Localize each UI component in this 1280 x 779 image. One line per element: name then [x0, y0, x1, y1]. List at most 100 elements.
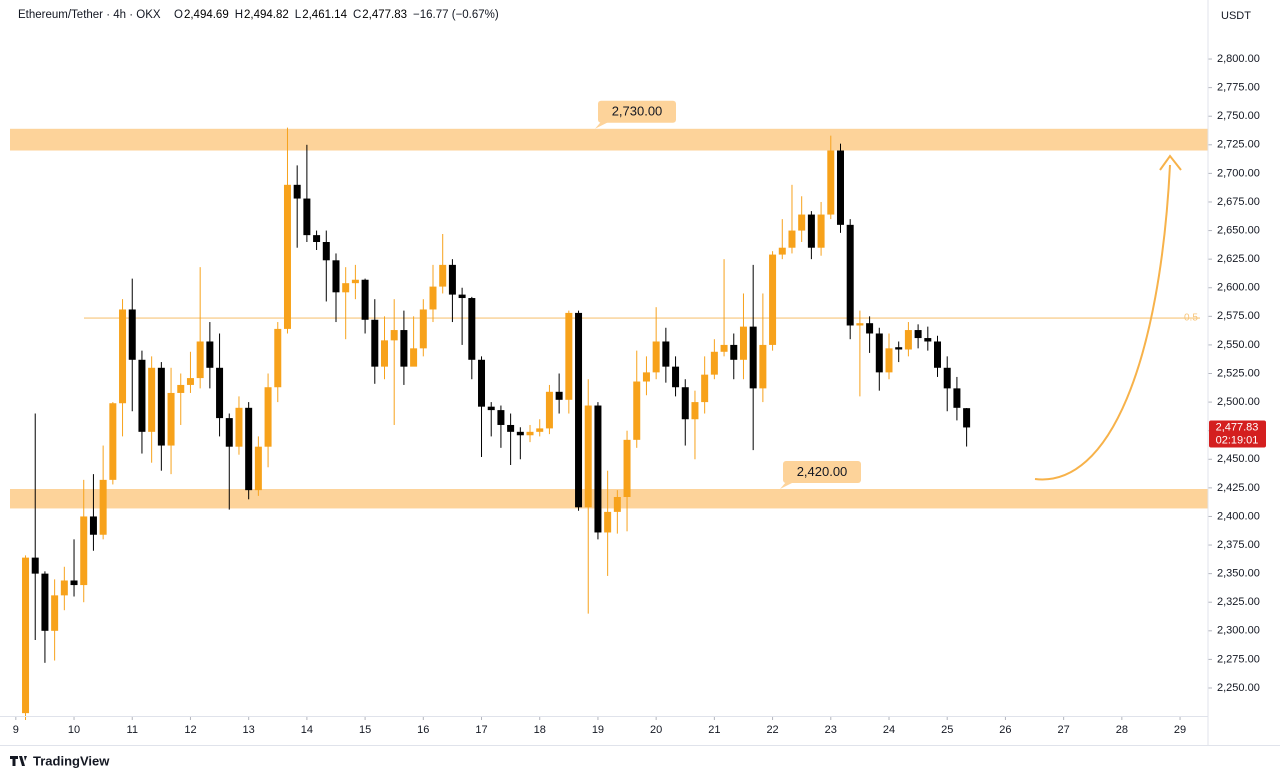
mark-layer — [22, 127, 971, 721]
candle-body — [730, 344, 738, 360]
y-tick-label: 2,425.00 — [1217, 482, 1260, 494]
candle-body — [89, 516, 97, 535]
candle-body — [186, 378, 194, 385]
candle-body — [313, 235, 321, 243]
label-layer: 2,250.00 2,275.00 2,300.00 2,325.00 2,350.00… — [13, 53, 1266, 736]
candle-body — [662, 341, 670, 367]
candle-body — [410, 348, 418, 367]
candle-body — [119, 309, 127, 404]
x-tick-label: 29 — [1174, 724, 1186, 736]
candle-body — [400, 330, 408, 367]
x-tick-label: 10 — [68, 724, 80, 736]
candle-body — [60, 580, 68, 596]
candle-body — [720, 344, 728, 352]
y-tick-label: 2,375.00 — [1217, 539, 1260, 551]
candle-body — [342, 283, 350, 293]
candle-body — [769, 254, 777, 345]
candle-body — [934, 341, 942, 368]
candle-body — [439, 264, 447, 287]
candle-body — [652, 341, 660, 373]
background-layer — [10, 128, 1208, 509]
brand: TradingView — [33, 753, 110, 768]
candle-body — [827, 150, 835, 215]
ohlc-key: C — [353, 9, 361, 21]
candle-body — [633, 381, 641, 440]
y-tick-label: 2,800.00 — [1217, 53, 1260, 65]
candle-body — [274, 328, 282, 388]
logo-mark — [10, 756, 27, 766]
x-tick-label: 20 — [650, 724, 662, 736]
x-tick-label: 24 — [883, 724, 895, 736]
candle-body — [798, 214, 806, 231]
x-tick-label: 22 — [766, 724, 778, 736]
candle-body — [817, 214, 825, 248]
candle-body — [245, 407, 253, 491]
x-tick-label: 9 — [13, 724, 19, 736]
x-tick-label: 16 — [417, 724, 429, 736]
candle-body — [206, 341, 214, 368]
candle-body — [293, 184, 301, 199]
y-tick-label: 2,675.00 — [1217, 196, 1260, 208]
candle-body — [691, 402, 699, 420]
x-tick-label: 14 — [301, 724, 313, 736]
candle-body — [487, 406, 495, 411]
candle-body — [701, 374, 709, 403]
candle-body — [739, 326, 747, 360]
x-tick-label: 13 — [243, 724, 255, 736]
y-tick-label: 2,625.00 — [1217, 253, 1260, 265]
candle-body — [681, 387, 689, 420]
price-tag — [1209, 420, 1266, 448]
candle-body — [80, 516, 88, 586]
y-tick-label: 2,700.00 — [1217, 167, 1260, 179]
zone-callout — [783, 461, 861, 484]
brand-logo: TradingView — [10, 753, 110, 768]
candle-body — [575, 312, 583, 508]
candle-body — [225, 418, 233, 447]
y-tick-label: 2,550.00 — [1217, 339, 1260, 351]
candle-body — [41, 573, 49, 631]
y-tick-label: 2,575.00 — [1217, 310, 1260, 322]
candle-body — [254, 446, 262, 491]
candle-body — [545, 391, 553, 429]
ohlc-value: 2,461.14 — [302, 9, 347, 21]
y-tick-label: 2,275.00 — [1217, 653, 1260, 665]
candle-body — [526, 431, 534, 436]
candle-body — [419, 309, 427, 349]
ohlc-value: 2,477.83 — [362, 9, 407, 21]
candle-body — [51, 595, 59, 631]
candle-body — [468, 298, 476, 360]
y-tick-label: 2,750.00 — [1217, 110, 1260, 122]
candle-body — [128, 309, 136, 360]
zone-label: 2,420.00 — [797, 464, 848, 479]
ohlc-value: 2,494.69 — [184, 9, 229, 21]
candle-body — [613, 497, 621, 512]
candle-body — [953, 388, 961, 408]
candle-body — [361, 279, 369, 320]
candle-body — [458, 294, 466, 299]
zone-callout-pointer — [595, 121, 609, 129]
y-tick-label: 2,325.00 — [1217, 596, 1260, 608]
candle-body — [177, 384, 185, 393]
candle-body — [429, 286, 437, 310]
candle-body — [604, 511, 612, 533]
candle-body — [99, 479, 107, 535]
candle-body — [856, 323, 864, 326]
candle-body — [895, 347, 903, 350]
candle-body — [710, 351, 718, 375]
y-tick-label: 2,300.00 — [1217, 625, 1260, 637]
candle-body — [216, 367, 224, 419]
projection-arrowhead — [1159, 154, 1182, 171]
candle-body — [778, 247, 786, 255]
candle-body — [235, 407, 243, 447]
zone-callout — [598, 100, 676, 123]
candle-body — [914, 330, 922, 339]
zone-label: 2,730.00 — [612, 104, 663, 119]
currency-box — [1209, 0, 1280, 32]
x-tick-label: 25 — [941, 724, 953, 736]
candle-body — [584, 405, 592, 508]
candle-body — [138, 359, 146, 432]
candle-body — [924, 338, 932, 342]
candle-body — [846, 224, 854, 326]
candle-body — [448, 264, 456, 295]
